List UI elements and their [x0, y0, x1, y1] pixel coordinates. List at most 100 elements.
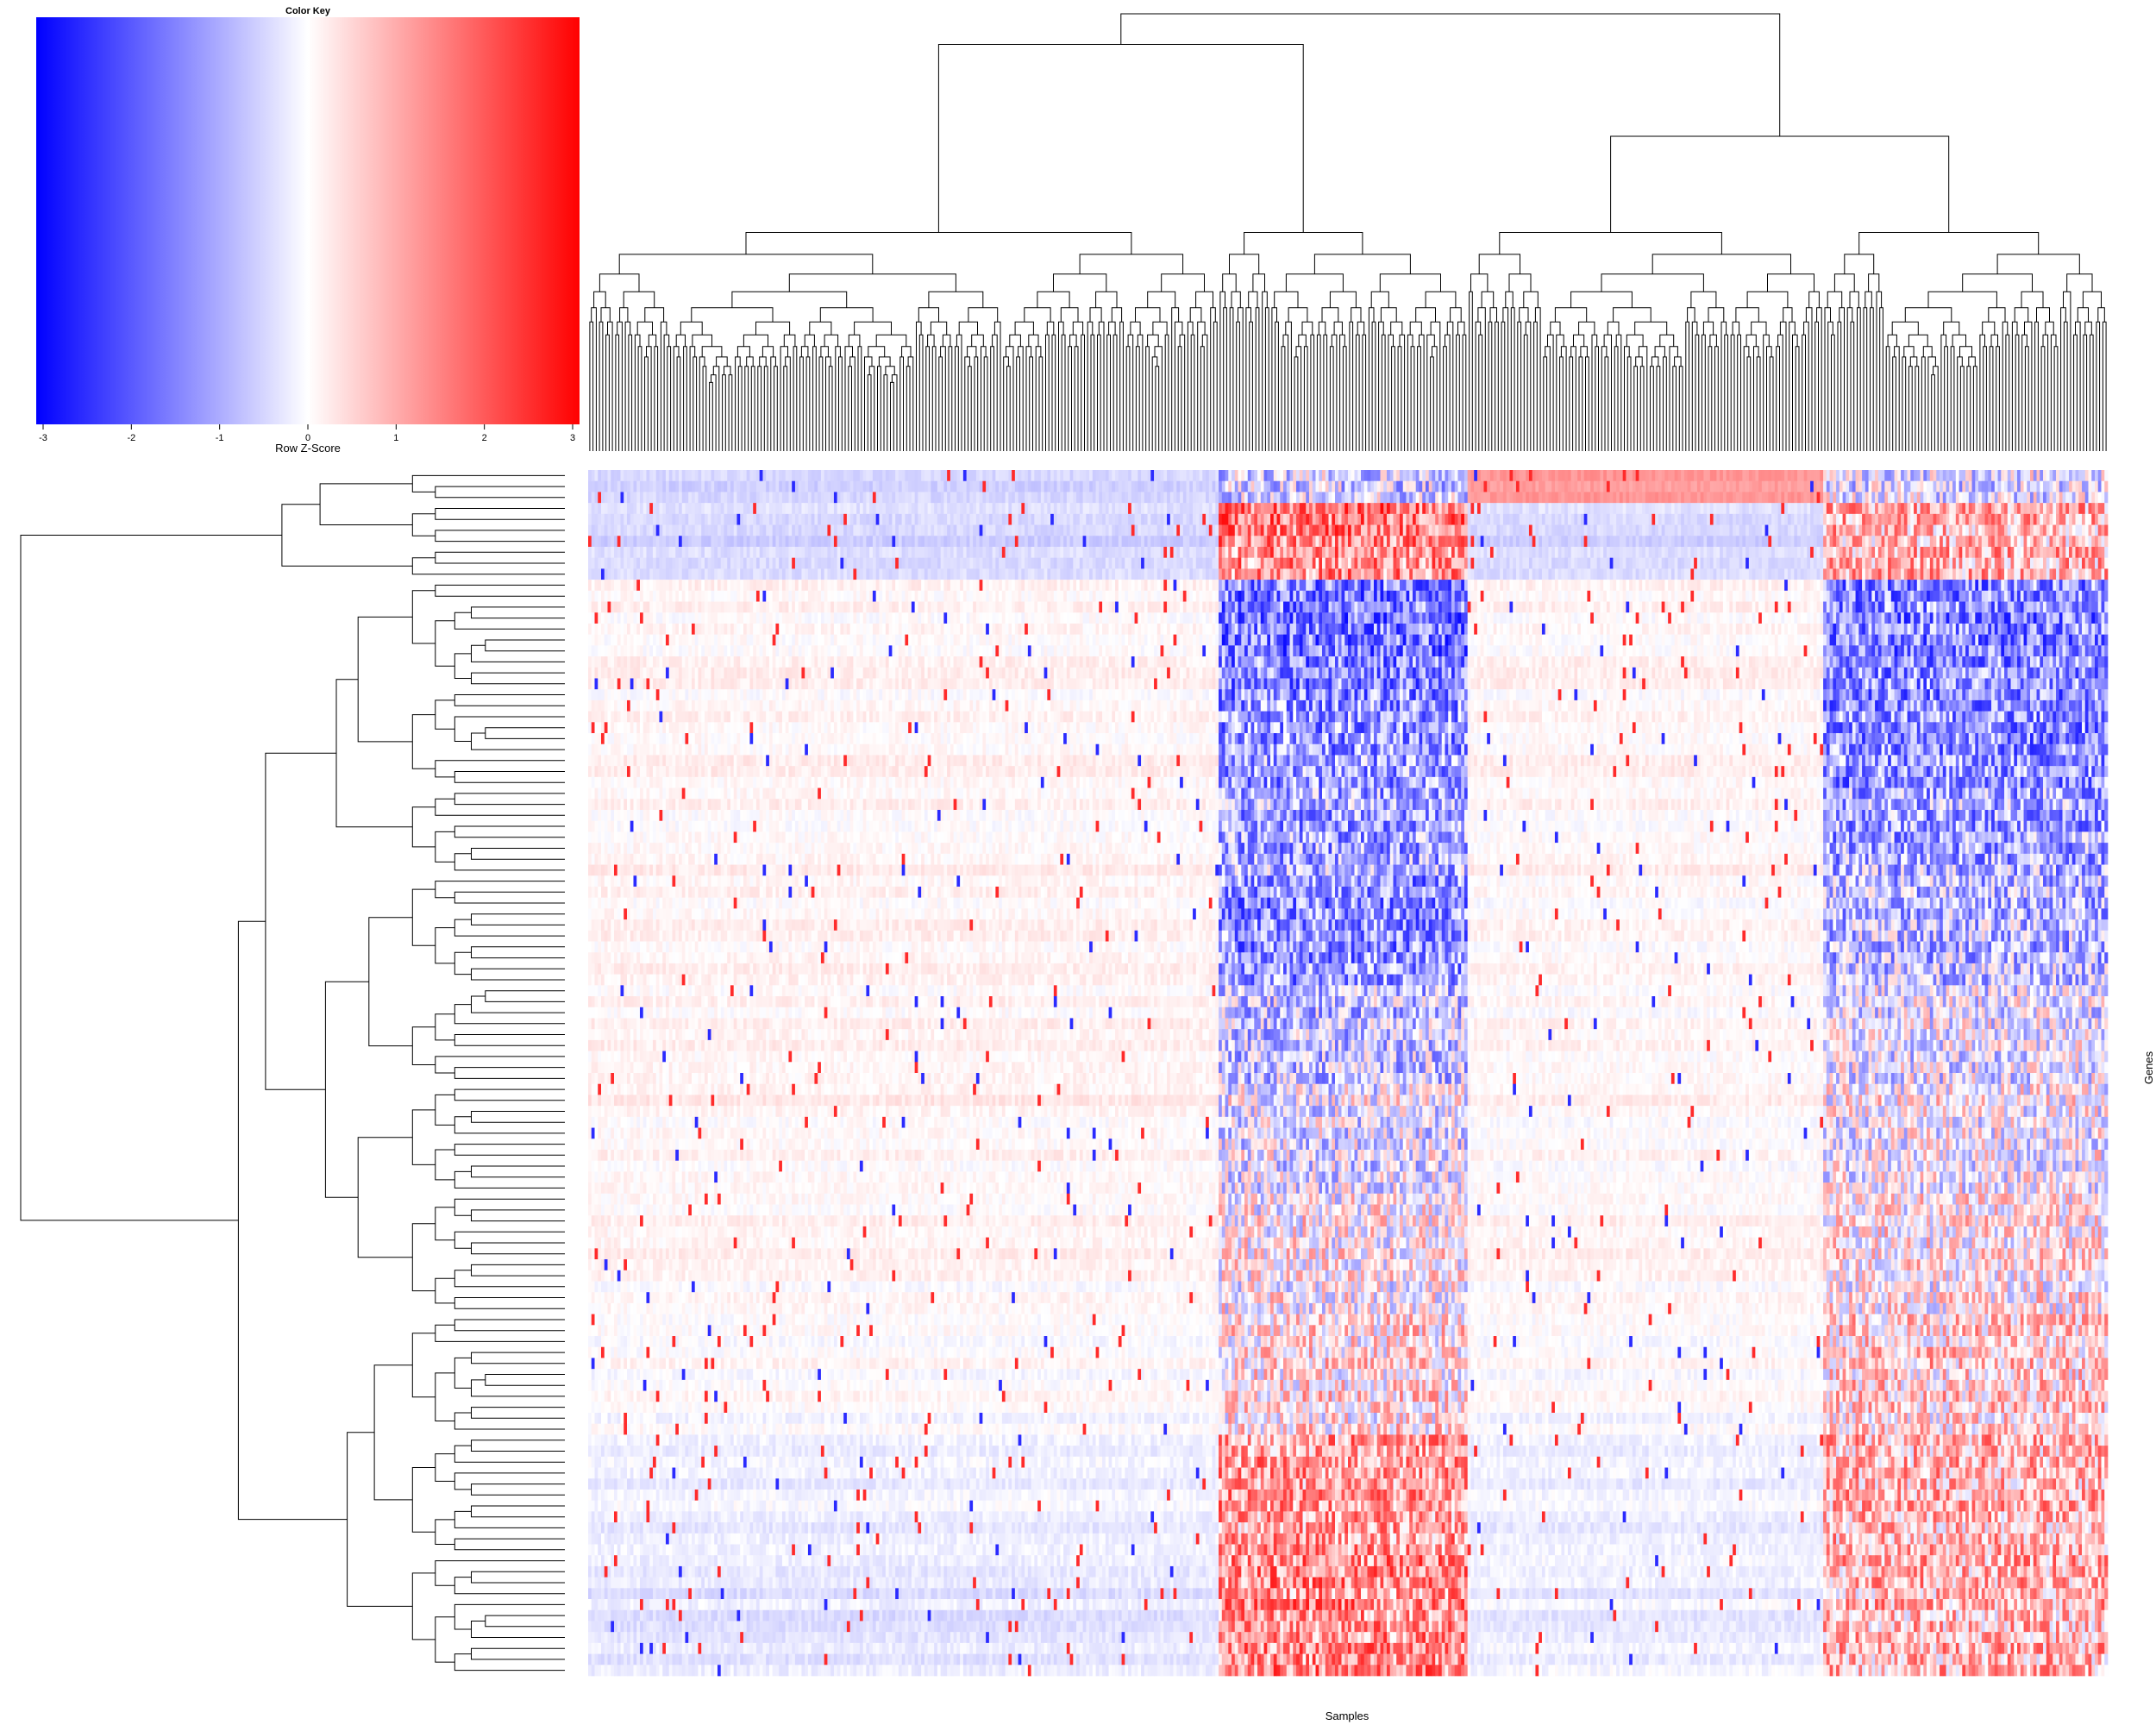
column-dendrogram-link: [1046, 335, 1050, 451]
heatmap-cell: [601, 898, 605, 909]
heatmap-cell: [611, 1182, 614, 1194]
heatmap-cell: [601, 1665, 605, 1676]
heatmap-cell: [611, 1029, 614, 1040]
row-dendrogram-link: [486, 728, 565, 739]
column-dendrogram-link: [975, 357, 978, 451]
column-dendrogram-link: [981, 347, 987, 451]
heatmap-cell: [620, 1150, 624, 1161]
column-dendrogram-link: [1960, 367, 1964, 451]
heatmap-cell: [624, 1391, 627, 1402]
heatmap-cell: [633, 908, 636, 919]
heatmap-cell: [624, 887, 627, 898]
heatmap-cell: [598, 1194, 601, 1205]
heatmap-cell: [598, 1226, 601, 1238]
heatmap-cell: [627, 854, 630, 865]
heatmap-cell: [627, 985, 630, 996]
heatmap-cell: [627, 1161, 630, 1172]
heatmap-cell: [607, 1358, 611, 1369]
row-dendrogram-link: [472, 1440, 566, 1452]
heatmap-cell: [595, 668, 599, 679]
heatmap-cell: [630, 503, 634, 514]
heatmap-cell: [614, 865, 617, 876]
heatmap-cell: [633, 1468, 636, 1479]
heatmap-cell: [588, 1095, 592, 1106]
heatmap-cell: [598, 1138, 601, 1150]
column-dendrogram-link: [1793, 335, 1798, 451]
heatmap-cell: [633, 1117, 636, 1128]
row-dendrogram-link: [436, 1454, 455, 1482]
heatmap-cell: [614, 536, 617, 547]
heatmap-cell: [614, 963, 617, 975]
heatmap-cell: [607, 1314, 611, 1326]
heatmap-cell: [595, 700, 599, 712]
heatmap-cell: [607, 678, 611, 689]
heatmap-cell: [605, 503, 608, 514]
heatmap-cell: [617, 470, 621, 481]
row-dendrogram-link: [472, 1408, 566, 1419]
heatmap-cell: [620, 1446, 624, 1457]
column-dendrogram-link: [747, 357, 754, 367]
heatmap-cell: [627, 1566, 630, 1578]
heatmap-cell: [614, 931, 617, 942]
heatmap-cell: [605, 1073, 608, 1084]
heatmap-cell: [592, 722, 595, 733]
heatmap-cell: [630, 831, 634, 843]
heatmap-cell: [630, 1413, 634, 1424]
color-key: Color Key -3 -2 -1 0 1 2 3 Row Z-Score: [36, 6, 580, 455]
heatmap-cell: [598, 1643, 601, 1654]
heatmap-cell: [624, 1578, 627, 1589]
heatmap-cell: [617, 1128, 621, 1139]
column-dendrogram-link: [1351, 308, 1361, 323]
heatmap-cell: [595, 1270, 599, 1282]
heatmap-cell: [627, 1501, 630, 1512]
heatmap-cell: [595, 568, 599, 580]
heatmap-cell: [617, 1632, 621, 1643]
heatmap-cell: [607, 931, 611, 942]
heatmap-cell: [588, 963, 592, 975]
column-dendrogram-link: [2064, 322, 2067, 451]
heatmap-cell: [607, 470, 611, 481]
heatmap-cell: [592, 656, 595, 668]
heatmap-cell: [617, 1599, 621, 1610]
heatmap-cell: [620, 1281, 624, 1292]
heatmap-cell: [605, 722, 608, 733]
heatmap-cell: [607, 1303, 611, 1314]
heatmap-cell: [607, 1073, 611, 1084]
heatmap-cell: [614, 712, 617, 723]
heatmap-cell: [624, 1654, 627, 1665]
column-dendrogram-link: [1282, 347, 1285, 451]
heatmap-cell: [614, 1095, 617, 1106]
heatmap-cell: [614, 645, 617, 656]
heatmap-cell: [607, 1259, 611, 1270]
column-dendrogram-link: [1850, 292, 1858, 308]
heatmap-cell: [611, 1588, 614, 1599]
heatmap-cell: [595, 1434, 599, 1446]
column-dendrogram-link: [645, 357, 649, 451]
heatmap-cell: [601, 1194, 605, 1205]
heatmap-cell: [598, 975, 601, 986]
heatmap-cell: [627, 1654, 630, 1665]
heatmap-cell: [588, 1040, 592, 1051]
heatmap-cell: [627, 492, 630, 503]
heatmap-cell: [601, 1226, 605, 1238]
heatmap-cell: [601, 1534, 605, 1545]
heatmap-cell: [611, 1270, 614, 1282]
heatmap-cell: [633, 1029, 636, 1040]
heatmap-cell: [630, 766, 634, 777]
heatmap-cell: [620, 612, 624, 624]
heatmap-cell: [601, 1369, 605, 1380]
heatmap-cell: [598, 612, 601, 624]
heatmap-cell: [592, 777, 595, 788]
heatmap-cell: [630, 1238, 634, 1249]
heatmap-cell: [627, 1643, 630, 1654]
heatmap-cell: [588, 1588, 592, 1599]
heatmap-cell: [588, 536, 592, 547]
heatmap-cell: [617, 1621, 621, 1632]
heatmap-cell: [595, 1468, 599, 1479]
heatmap-cell: [601, 1007, 605, 1019]
heatmap-cell: [605, 1544, 608, 1555]
column-dendrogram-link: [1350, 322, 1353, 451]
column-dendrogram-link: [1673, 367, 1677, 451]
heatmap-cell: [624, 470, 627, 481]
heatmap-cell: [601, 656, 605, 668]
